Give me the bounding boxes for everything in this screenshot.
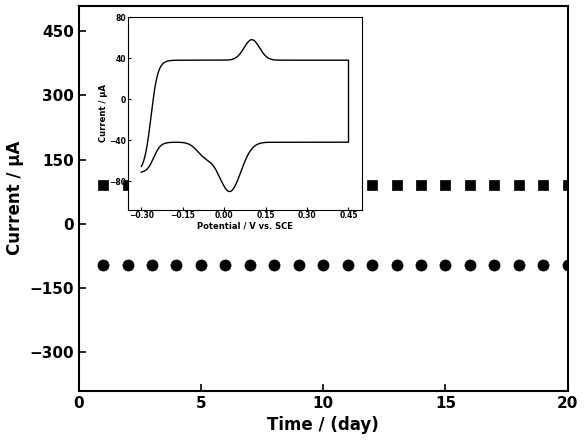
Y-axis label: Current / μA: Current / μA (6, 141, 23, 256)
X-axis label: Time / (day): Time / (day) (267, 416, 379, 434)
